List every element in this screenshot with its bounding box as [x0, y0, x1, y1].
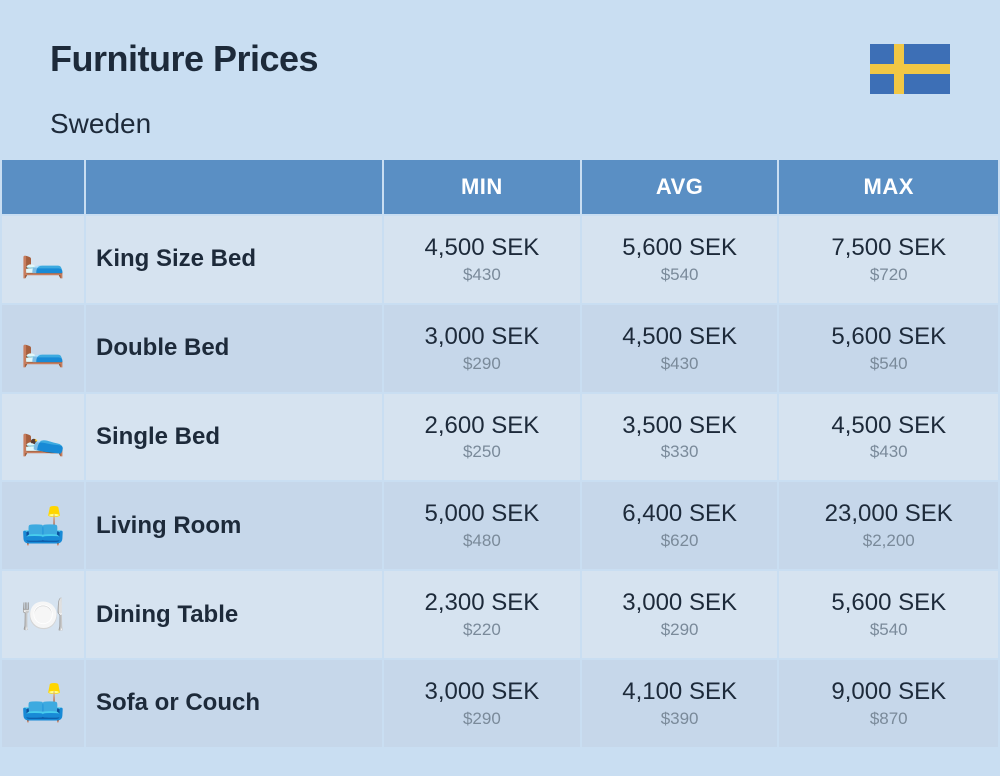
table-row: 🍽️Dining Table2,300 SEK$2203,000 SEK$290…	[2, 571, 998, 658]
col-min: MIN	[384, 160, 580, 214]
price-sek: 5,600 SEK	[582, 234, 778, 263]
price-usd: $430	[582, 354, 778, 374]
price-sek: 4,500 SEK	[779, 412, 998, 441]
col-name	[86, 160, 382, 214]
price-usd: $2,200	[779, 531, 998, 551]
price-sek: 4,100 SEK	[582, 678, 778, 707]
price-sek: 2,600 SEK	[384, 412, 580, 441]
col-max: MAX	[779, 160, 998, 214]
price-sek: 5,600 SEK	[779, 589, 998, 618]
price-avg: 3,500 SEK$330	[582, 394, 778, 481]
price-max: 5,600 SEK$540	[779, 305, 998, 392]
price-max: 4,500 SEK$430	[779, 394, 998, 481]
price-usd: $540	[582, 265, 778, 285]
table-row: 🛏️Double Bed3,000 SEK$2904,500 SEK$4305,…	[2, 305, 998, 392]
price-sek: 5,000 SEK	[384, 500, 580, 529]
furniture-icon: 🛋️	[2, 660, 84, 747]
price-table: MIN AVG MAX 🛏️King Size Bed4,500 SEK$430…	[0, 158, 1000, 749]
price-sek: 3,500 SEK	[582, 412, 778, 441]
price-sek: 3,000 SEK	[384, 323, 580, 352]
header: Furniture Prices Sweden	[0, 0, 1000, 158]
furniture-name: Sofa or Couch	[86, 660, 382, 747]
price-max: 5,600 SEK$540	[779, 571, 998, 658]
price-usd: $220	[384, 620, 580, 640]
price-min: 2,600 SEK$250	[384, 394, 580, 481]
price-sek: 3,000 SEK	[582, 589, 778, 618]
price-usd: $390	[582, 709, 778, 729]
price-min: 3,000 SEK$290	[384, 305, 580, 392]
price-usd: $250	[384, 442, 580, 462]
furniture-name: Double Bed	[86, 305, 382, 392]
title-block: Furniture Prices Sweden	[50, 38, 318, 140]
price-usd: $430	[779, 442, 998, 462]
col-avg: AVG	[582, 160, 778, 214]
price-min: 5,000 SEK$480	[384, 482, 580, 569]
price-usd: $430	[384, 265, 580, 285]
furniture-name: Living Room	[86, 482, 382, 569]
price-sek: 6,400 SEK	[582, 500, 778, 529]
price-sek: 7,500 SEK	[779, 234, 998, 263]
furniture-icon: 🛋️	[2, 482, 84, 569]
price-usd: $540	[779, 620, 998, 640]
furniture-icon: 🛌	[2, 394, 84, 481]
price-sek: 3,000 SEK	[384, 678, 580, 707]
price-sek: 9,000 SEK	[779, 678, 998, 707]
price-avg: 4,100 SEK$390	[582, 660, 778, 747]
table-header-row: MIN AVG MAX	[2, 160, 998, 214]
price-usd: $540	[779, 354, 998, 374]
furniture-icon: 🍽️	[2, 571, 84, 658]
price-min: 2,300 SEK$220	[384, 571, 580, 658]
price-max: 9,000 SEK$870	[779, 660, 998, 747]
sweden-flag-icon	[870, 44, 950, 99]
price-min: 3,000 SEK$290	[384, 660, 580, 747]
country-subtitle: Sweden	[50, 108, 318, 140]
furniture-icon: 🛏️	[2, 305, 84, 392]
price-avg: 4,500 SEK$430	[582, 305, 778, 392]
furniture-icon: 🛏️	[2, 216, 84, 303]
page-title: Furniture Prices	[50, 38, 318, 80]
price-usd: $330	[582, 442, 778, 462]
price-usd: $290	[582, 620, 778, 640]
table-row: 🛏️King Size Bed4,500 SEK$4305,600 SEK$54…	[2, 216, 998, 303]
price-sek: 4,500 SEK	[582, 323, 778, 352]
price-sek: 5,600 SEK	[779, 323, 998, 352]
price-avg: 3,000 SEK$290	[582, 571, 778, 658]
price-avg: 6,400 SEK$620	[582, 482, 778, 569]
furniture-name: King Size Bed	[86, 216, 382, 303]
price-usd: $290	[384, 354, 580, 374]
price-min: 4,500 SEK$430	[384, 216, 580, 303]
price-sek: 23,000 SEK	[779, 500, 998, 529]
col-icon	[2, 160, 84, 214]
price-avg: 5,600 SEK$540	[582, 216, 778, 303]
price-usd: $480	[384, 531, 580, 551]
price-usd: $620	[582, 531, 778, 551]
price-max: 23,000 SEK$2,200	[779, 482, 998, 569]
table-row: 🛌Single Bed2,600 SEK$2503,500 SEK$3304,5…	[2, 394, 998, 481]
price-sek: 2,300 SEK	[384, 589, 580, 618]
table-row: 🛋️Living Room5,000 SEK$4806,400 SEK$6202…	[2, 482, 998, 569]
price-usd: $290	[384, 709, 580, 729]
table-row: 🛋️Sofa or Couch3,000 SEK$2904,100 SEK$39…	[2, 660, 998, 747]
price-usd: $870	[779, 709, 998, 729]
price-max: 7,500 SEK$720	[779, 216, 998, 303]
furniture-name: Single Bed	[86, 394, 382, 481]
price-usd: $720	[779, 265, 998, 285]
furniture-name: Dining Table	[86, 571, 382, 658]
price-sek: 4,500 SEK	[384, 234, 580, 263]
